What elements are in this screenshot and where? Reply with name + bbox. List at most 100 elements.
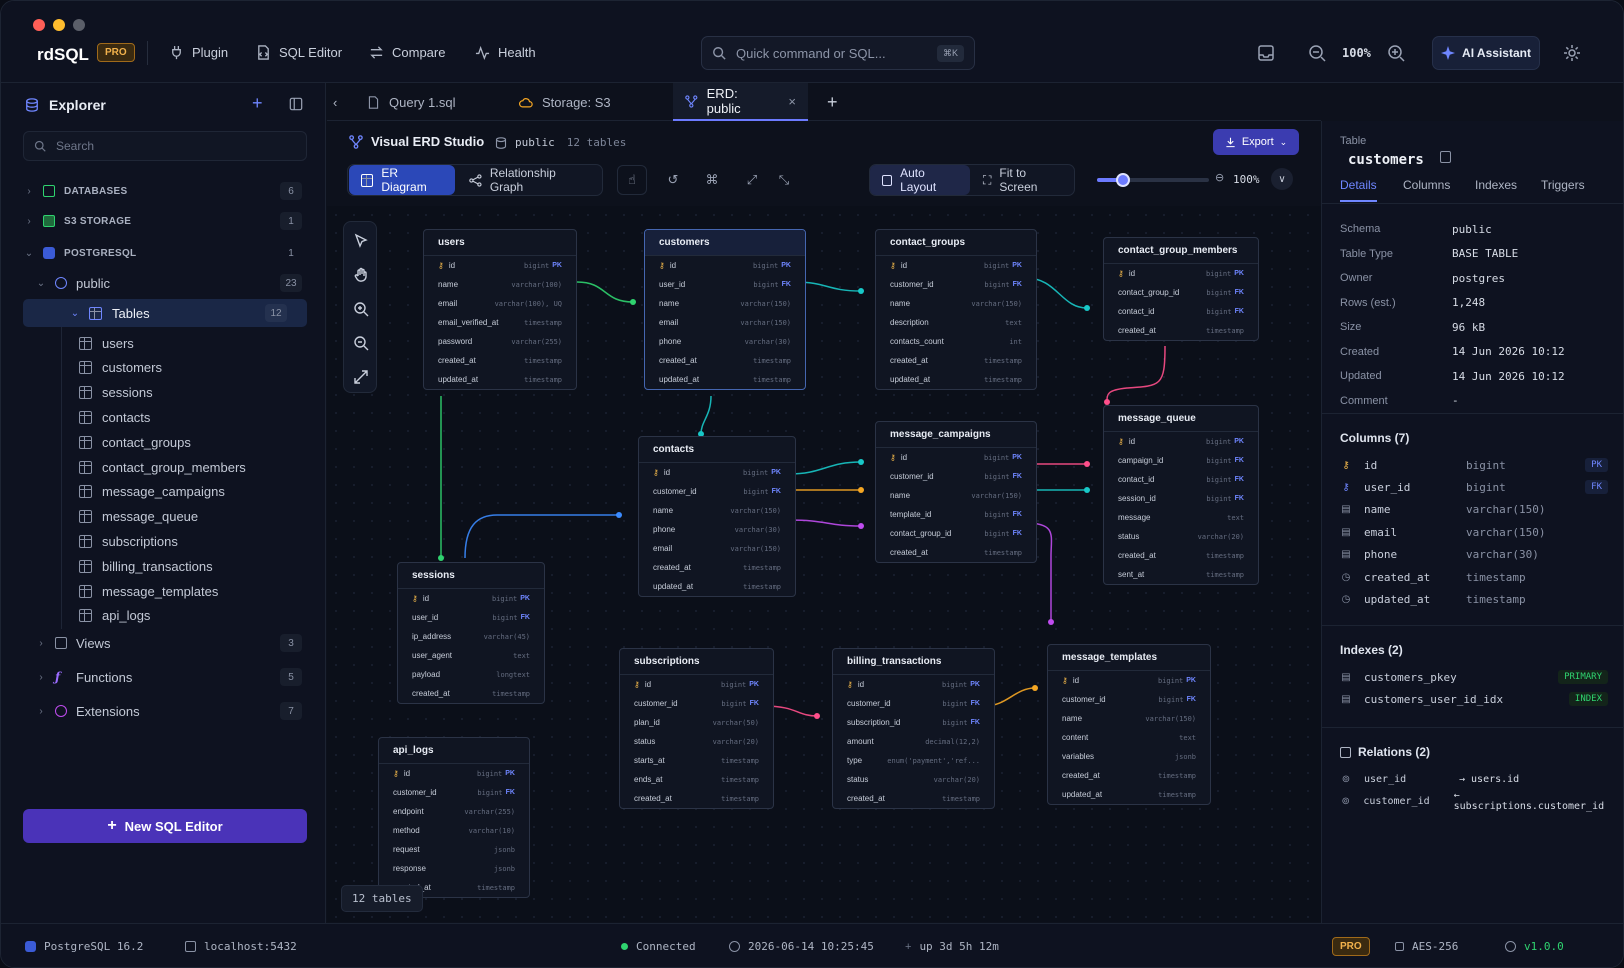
column-row[interactable]: ⚷ user_id bigint FK xyxy=(1340,477,1608,497)
tab-details[interactable]: Details xyxy=(1340,178,1377,202)
sidebar-table-item[interactable]: contacts xyxy=(1,403,326,431)
erd-table-message-campaigns[interactable]: message_campaigns ⚷ id bigint PK customer_id b… xyxy=(875,421,1037,563)
sidebar-table-item[interactable]: customers xyxy=(1,354,326,382)
expand-icon[interactable] xyxy=(353,369,369,385)
erd-table-billing-transactions[interactable]: billing_transactions ⚷ id bigint PK customer_… xyxy=(832,648,995,809)
tab-erd-public[interactable]: ERD: public × xyxy=(673,83,808,121)
new-sql-editor-button[interactable]: + New SQL Editor xyxy=(23,809,307,843)
close-window-button[interactable] xyxy=(33,19,45,31)
zoom-out-icon[interactable] xyxy=(1307,43,1327,63)
tab-columns[interactable]: Columns xyxy=(1403,178,1451,192)
tab-storage-s3[interactable]: Storage: S3 xyxy=(507,83,657,121)
erd-table-name: subscriptions xyxy=(634,656,700,667)
erd-table-contacts[interactable]: contacts ⚷ id bigint PK customer_id bigint FK na… xyxy=(638,436,796,597)
sidebar-table-item[interactable]: billing_transactions xyxy=(1,552,326,580)
erd-table-api-logs[interactable]: api_logs ⚷ id bigint PK customer_id bigint FK en… xyxy=(378,737,530,898)
sidebar-table-item[interactable]: sessions xyxy=(1,379,326,407)
zoom-in-icon[interactable] xyxy=(1386,43,1406,63)
erd-column-name: endpoint xyxy=(393,807,424,816)
copy-icon[interactable] xyxy=(1440,151,1451,163)
tab-indexes[interactable]: Indexes xyxy=(1475,178,1518,192)
erd-table-contact-group-members[interactable]: contact_group_members ⚷ id bigint PK contact_… xyxy=(1103,237,1259,341)
column-row[interactable]: ◷ created_at timestamp xyxy=(1340,567,1608,587)
pointer-icon[interactable] xyxy=(353,233,369,249)
erd-table-customers[interactable]: customers ⚷ id bigint PK user_id bigint FK name v… xyxy=(644,229,806,390)
zoom-slider-handle[interactable] xyxy=(1115,173,1130,187)
erd-table-subscriptions[interactable]: subscriptions ⚷ id bigint PK customer_id bigin… xyxy=(619,648,774,809)
erd-column-name: created_at xyxy=(890,548,928,557)
hand-icon[interactable] xyxy=(353,267,369,283)
reset-button[interactable]: ↺ xyxy=(658,165,688,195)
export-button[interactable]: Export ⌄ xyxy=(1213,129,1299,155)
erd-table-sessions[interactable]: sessions ⚷ id bigint PK user_id bigint FK ip_add… xyxy=(397,562,545,704)
tree-extensions[interactable]: › Extensions 7 xyxy=(1,697,326,725)
column-row[interactable]: ⚷ id bigint PK xyxy=(1340,455,1608,475)
zoom-reset-icon[interactable]: ⊖ xyxy=(1215,172,1225,184)
erd-table-message-queue[interactable]: message_queue ⚷ id bigint PK campaign_id bigin… xyxy=(1103,405,1259,585)
sidebar-table-item[interactable]: message_queue xyxy=(1,503,326,531)
relation-row[interactable]: ⊚ user_id → users.id xyxy=(1340,769,1608,789)
ai-assistant-button[interactable]: AI Assistant xyxy=(1432,36,1540,70)
expand-button[interactable]: ⤢ xyxy=(737,165,767,195)
plugin-button[interactable]: Plugin xyxy=(169,45,228,60)
layout-button[interactable]: ⌘ xyxy=(697,165,727,195)
index-row[interactable]: ▤ customers_pkey PRIMARY xyxy=(1340,667,1608,687)
erd-column-row: ⚷ id bigint PK xyxy=(1104,432,1258,451)
compare-button[interactable]: Compare xyxy=(369,45,445,60)
relationship-graph-button[interactable]: Relationship Graph xyxy=(457,165,603,195)
sidebar-table-item[interactable]: message_templates xyxy=(1,577,326,605)
key-icon: ⚷ xyxy=(438,261,444,270)
column-row[interactable]: ▤ email varchar(150) xyxy=(1340,522,1608,542)
erd-column-name: user_agent xyxy=(412,651,453,660)
index-row[interactable]: ▤ customers_user_id_idx INDEX xyxy=(1340,689,1608,709)
add-icon[interactable]: + xyxy=(252,93,263,113)
gear-icon[interactable] xyxy=(1562,43,1582,63)
tree-group-databases[interactable]: › DATABASES 6 xyxy=(1,177,326,205)
sidebar-table-item[interactable]: contact_group_members xyxy=(1,453,326,481)
command-search[interactable]: Quick command or SQL... ⌘K xyxy=(701,36,975,70)
tree-functions[interactable]: › ƒ Functions 5 xyxy=(1,663,326,691)
more-options-button[interactable]: ∨ xyxy=(1271,168,1293,190)
hand-tool-button[interactable]: ☝ xyxy=(617,165,647,195)
close-tab-icon[interactable]: × xyxy=(788,93,796,109)
new-tab-button[interactable]: + xyxy=(827,91,838,112)
zoom-out-icon[interactable] xyxy=(353,335,369,351)
chevron-left-icon[interactable]: ‹ xyxy=(333,94,338,110)
erd-table-title: subscriptions xyxy=(620,649,773,675)
erd-table-message-templates[interactable]: message_templates ⚷ id bigint PK customer_id b… xyxy=(1047,644,1211,805)
auto-layout-button[interactable]: Auto Layout xyxy=(870,165,970,195)
zoom-in-icon[interactable] xyxy=(353,301,369,317)
tree-views[interactable]: › Views 3 xyxy=(1,629,326,657)
erd-table-users[interactable]: users ⚷ id bigint PK name varchar(100) email var… xyxy=(423,229,577,390)
column-row[interactable]: ◷ updated_at timestamp xyxy=(1340,589,1608,609)
tree-tables-node[interactable]: ⌄ Tables 12 xyxy=(23,299,307,327)
column-row[interactable]: ▤ name varchar(150) xyxy=(1340,500,1608,520)
erd-canvas[interactable]: users ⚷ id bigint PK name varchar(100) email var… xyxy=(327,206,1321,922)
tree-group-s3-storage[interactable]: › S3 STORAGE 1 xyxy=(1,207,326,235)
relation-row[interactable]: ⊚ customer_id ← subscriptions.customer_id xyxy=(1340,790,1608,812)
erd-key-tag: FK xyxy=(771,488,781,495)
zoom-slider[interactable] xyxy=(1097,173,1209,187)
column-row[interactable]: ▤ phone varchar(30) xyxy=(1340,545,1608,565)
erd-column-name: password xyxy=(438,337,473,346)
panel-toggle-icon[interactable] xyxy=(289,97,303,111)
er-diagram-button[interactable]: ER Diagram xyxy=(349,165,455,195)
sidebar-table-item[interactable]: message_campaigns xyxy=(1,478,326,506)
tab-query-1[interactable]: Query 1.sql xyxy=(355,83,505,121)
health-button[interactable]: Health xyxy=(475,45,536,60)
sidebar-table-item[interactable]: users xyxy=(1,329,326,357)
sidebar-table-item[interactable]: subscriptions xyxy=(1,527,326,555)
tree-schema-public[interactable]: ⌄ public 23 xyxy=(1,269,326,297)
inbox-icon[interactable] xyxy=(1256,43,1276,63)
sidebar-table-item[interactable]: contact_groups xyxy=(1,428,326,456)
erd-table-contact-groups[interactable]: contact_groups ⚷ id bigint PK customer_id bigi… xyxy=(875,229,1037,390)
minimize-window-button[interactable] xyxy=(53,19,65,31)
collapse-button[interactable]: ⤡ xyxy=(769,165,799,195)
sql-editor-button[interactable]: SQL Editor xyxy=(256,45,342,60)
sidebar-table-item[interactable]: api_logs xyxy=(1,602,326,630)
explorer-search-input[interactable]: Search xyxy=(23,131,307,161)
tree-group-postgresql[interactable]: ⌄ POSTGRESQL 1 xyxy=(1,239,326,267)
maximize-window-button[interactable] xyxy=(73,19,85,31)
tab-triggers[interactable]: Triggers xyxy=(1541,178,1585,192)
fit-to-screen-button[interactable]: ⛶ Fit to Screen xyxy=(971,165,1075,195)
